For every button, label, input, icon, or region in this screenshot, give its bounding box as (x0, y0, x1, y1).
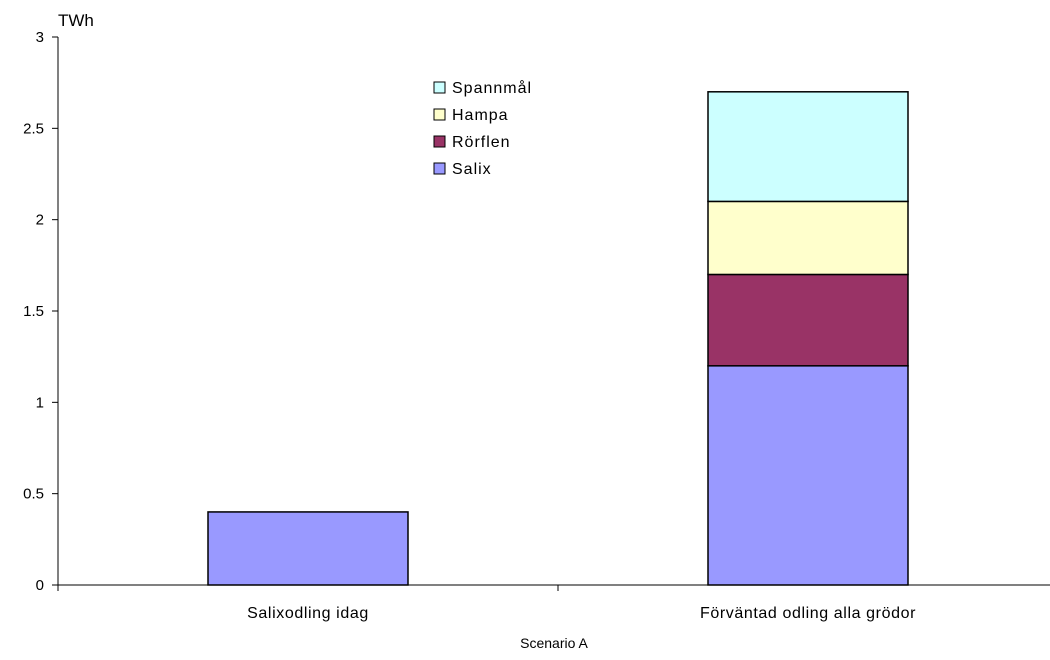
legend-label: Rörflen (452, 134, 511, 151)
y-ticks: 0 0.5 1 1.5 2 2.5 3 (23, 29, 58, 594)
bar-segment (207, 511, 409, 586)
legend-label: Spannmål (452, 79, 532, 97)
x-tick-label: Förväntad odling alla grödor (700, 605, 916, 622)
legend-swatch (433, 135, 446, 148)
bar-segment (707, 200, 909, 276)
legend-swatch (433, 108, 446, 121)
bar-segment (707, 91, 909, 203)
bars (207, 91, 909, 586)
y-tick-label: 3 (36, 29, 44, 46)
y-tick-label: 1 (36, 394, 44, 411)
y-tick-label: 0 (36, 577, 44, 594)
y-axis-title: TWh (58, 11, 94, 30)
y-tick-label: 2 (36, 212, 44, 229)
y-tick-label: 1.5 (23, 303, 44, 320)
legend-label: Hampa (452, 107, 509, 124)
bar-segment (707, 273, 909, 367)
bar-segment (707, 365, 909, 586)
legend-label: Salix (452, 161, 492, 178)
x-tick-label: Salixodling idag (247, 605, 369, 622)
legend-swatch (433, 162, 446, 175)
y-tick-label: 2.5 (23, 120, 44, 137)
legend-swatch (433, 81, 446, 94)
legend: Spannmål Hampa Rörflen Salix (433, 79, 532, 178)
x-ticks: Salixodling idag Förväntad odling alla gr… (57, 585, 916, 622)
y-tick-label: 0.5 (23, 486, 44, 503)
x-axis-title: Scenario A (520, 635, 588, 651)
